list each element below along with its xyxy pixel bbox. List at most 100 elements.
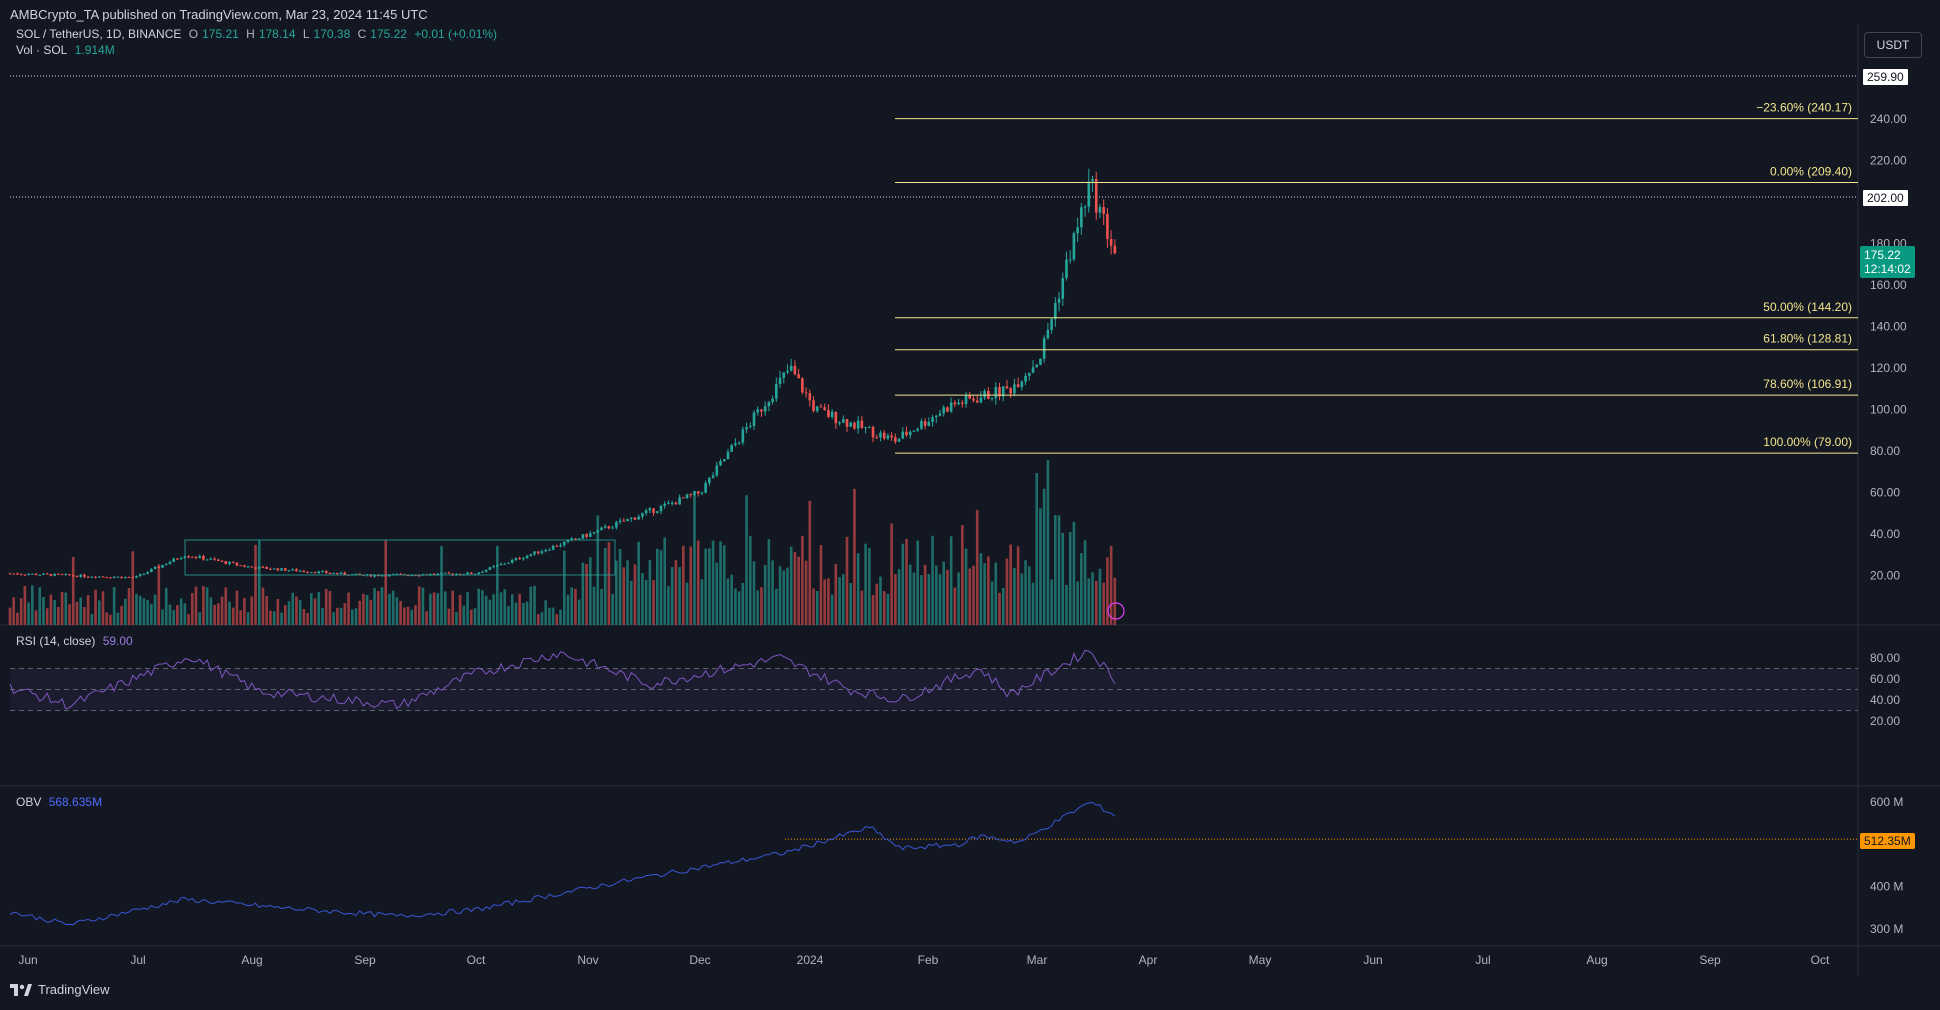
candle-body (626, 518, 629, 522)
candle-body (849, 422, 853, 427)
time-tick: Dec (689, 953, 710, 967)
volume-bar (31, 585, 34, 625)
candle-body (358, 573, 361, 575)
volume-bar (603, 547, 607, 625)
candle-body (302, 570, 306, 572)
candle-body (1050, 319, 1053, 331)
tradingview-footer[interactable]: TradingView (10, 982, 110, 997)
candle-body (265, 567, 268, 569)
candle-body (938, 413, 942, 416)
candle-body (287, 570, 291, 572)
volume-bar (414, 605, 417, 625)
volume-bar (1098, 568, 1102, 625)
volume-bar (339, 607, 343, 625)
close-value: 175.22 (370, 27, 407, 41)
candle-body (116, 576, 120, 578)
candle-body (540, 551, 544, 554)
volume-bar (856, 553, 860, 625)
volume-bar (797, 556, 800, 625)
candle-body (209, 558, 213, 560)
candle-body (946, 407, 949, 412)
candle-body (786, 370, 789, 373)
volume-bar (853, 488, 856, 625)
volume-bar (655, 548, 659, 625)
volume-bar (213, 604, 216, 625)
candle-body (101, 576, 105, 578)
volume-bar (157, 564, 161, 625)
candle-body (559, 545, 562, 547)
volume-bar (685, 582, 689, 625)
volume-bar (298, 600, 302, 625)
volume-bar (8, 607, 12, 625)
candle-body (830, 411, 834, 417)
candle-body (376, 575, 380, 577)
volume-bar (75, 601, 79, 625)
volume-bar (362, 593, 365, 625)
symbol-name[interactable]: SOL / TetherUS, 1D, BINANCE (16, 27, 182, 41)
candle-body (481, 571, 484, 573)
candle-body (629, 517, 633, 519)
volume-bar (886, 593, 890, 625)
volume-label[interactable]: Vol · SOL (16, 43, 68, 57)
currency-button[interactable]: USDT (1864, 32, 1922, 58)
candle-body (1083, 206, 1087, 208)
volume-bar (138, 595, 142, 625)
volume-bar (269, 610, 272, 625)
candle-body (280, 568, 283, 571)
candle-body (198, 555, 202, 558)
volume-bar (60, 592, 64, 625)
range-box (184, 539, 616, 576)
volume-bar (19, 598, 23, 625)
candle-body (321, 571, 324, 573)
candle-body (1009, 388, 1012, 394)
volume-bar (514, 602, 518, 625)
candle-body (510, 559, 514, 563)
volume-bar (644, 579, 648, 625)
candle-body (94, 576, 97, 578)
candle-body (942, 407, 946, 414)
volume-bar (1020, 573, 1024, 625)
candle-body (897, 438, 901, 442)
volume-bar (1050, 579, 1053, 625)
candle-body (618, 520, 622, 523)
volume-bar (380, 587, 384, 625)
obv-label[interactable]: OBV (16, 795, 42, 809)
candle-body (1013, 384, 1016, 394)
candle-body (890, 435, 893, 438)
rsi-label[interactable]: RSI (14, close) (16, 634, 96, 648)
volume-bar (562, 550, 566, 625)
volume-bar (261, 587, 265, 625)
volume-bar (376, 591, 380, 625)
volume-bar (737, 591, 741, 625)
volume-bar (1035, 472, 1039, 625)
candle-body (109, 577, 112, 579)
rsi-tick: 20.00 (1870, 714, 1900, 728)
candle-body (819, 406, 823, 408)
volume-bar (1106, 557, 1109, 625)
candle-body (797, 374, 800, 379)
volume-bar (399, 600, 402, 625)
volume-bar (901, 543, 905, 625)
volume-bar (23, 585, 27, 625)
volume-bar (827, 578, 830, 625)
candle-body (42, 573, 45, 575)
candle-body (503, 563, 507, 565)
candle-body (763, 406, 767, 412)
volume-bar (693, 491, 696, 625)
volume-bar (124, 598, 127, 625)
last-price-tag: 175.22 12:14:02 (1860, 246, 1915, 278)
candle-body (469, 572, 473, 575)
candle-body (205, 559, 209, 561)
candle-body (202, 555, 205, 560)
volume-bar (34, 610, 38, 625)
candle-body (804, 392, 808, 394)
price-tick: 160.00 (1870, 278, 1907, 292)
volume-bar (626, 560, 629, 625)
volume-bar (510, 594, 514, 625)
volume-bar (838, 577, 841, 625)
volume-bar (45, 608, 49, 625)
last-price-value: 175.22 (1864, 248, 1901, 262)
volume-bar (49, 594, 53, 625)
volume-bar (116, 612, 120, 625)
